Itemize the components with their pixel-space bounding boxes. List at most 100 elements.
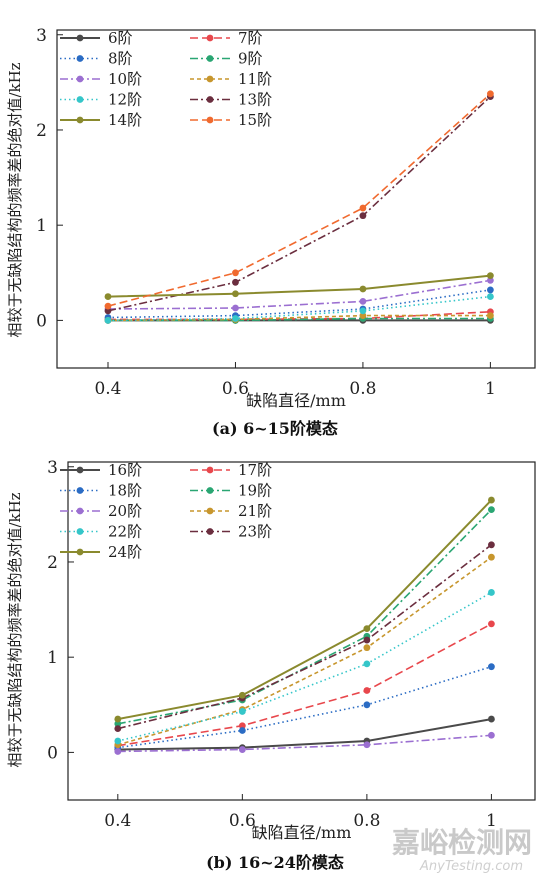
data-point (238, 746, 246, 753)
x-tick-label: 0.6 (229, 811, 256, 831)
legend-label: 24阶 (108, 543, 142, 561)
data-point (488, 715, 495, 723)
x-tick-label: 0.4 (104, 811, 131, 831)
legend-label: 12阶 (108, 91, 142, 109)
series-line (107, 289, 491, 319)
legend-marker (76, 548, 84, 556)
legend-label: 21阶 (238, 502, 272, 520)
legend-label: 16阶 (108, 461, 142, 479)
legend-label: 6阶 (108, 29, 133, 47)
data-point (486, 286, 494, 294)
data-point (359, 212, 367, 220)
y-axis-label: 相较于无缺陷结构的频率差的绝对值/kHz (6, 62, 24, 337)
y-tick-label: 0 (36, 311, 47, 331)
series-line (117, 591, 492, 742)
legend-label: 13阶 (238, 91, 272, 109)
series-line (107, 93, 491, 307)
data-point (359, 312, 367, 320)
legend-marker (76, 528, 84, 535)
x-tick-label: 1 (486, 811, 497, 831)
legend-label: 18阶 (108, 482, 142, 500)
legend-marker (76, 55, 84, 62)
y-tick-label: 3 (47, 458, 58, 478)
series-line (117, 544, 492, 730)
data-point (238, 722, 246, 730)
series-line (117, 509, 492, 725)
watermark: 嘉峪检测网 AnyTesting.com (392, 826, 532, 874)
data-point (114, 725, 122, 732)
data-point (359, 285, 367, 293)
chart-caption: (b) 16~24阶模态 (206, 853, 344, 872)
data-point (488, 541, 495, 549)
chart-b: 0 1 2 3 0.4 0.6 0.8 1 缺陷直径/mm 相较于无缺陷结构的频率差的绝对值/kH… (6, 458, 536, 872)
series-line (117, 665, 492, 749)
data-point (488, 620, 495, 628)
data-point (238, 691, 246, 699)
data-point (359, 297, 367, 305)
data-point (363, 644, 371, 652)
y-tick-label: 2 (47, 553, 58, 573)
legend-label: 20阶 (108, 502, 142, 520)
legend-label: 14阶 (108, 111, 142, 129)
series-line (117, 623, 492, 747)
legend-marker (76, 75, 84, 83)
data-point (232, 290, 239, 298)
legend-label: 17阶 (238, 461, 272, 479)
y-tick-label: 2 (36, 121, 47, 141)
plot-frame (67, 461, 536, 801)
legend-marker (76, 466, 84, 474)
y-axis-label: 相较于无缺陷结构的频率差的绝对值/kHz (6, 492, 24, 767)
legend-marker (206, 507, 214, 515)
data-point (488, 496, 495, 504)
x-axis-label: 缺陷直径/mm (246, 391, 346, 410)
data-point (486, 272, 494, 280)
legend-marker (206, 96, 214, 103)
legend-marker (206, 116, 214, 124)
y-tick-label: 1 (36, 216, 47, 236)
x-tick-label: 1 (485, 379, 496, 399)
x-tick-label: 0.6 (222, 379, 249, 399)
watermark-url: AnyTesting.com (419, 859, 523, 874)
data-point (363, 701, 371, 709)
data-point (488, 506, 495, 514)
data-point (486, 293, 494, 300)
legend-label: 11阶 (238, 70, 272, 88)
data-point (114, 748, 122, 755)
data-point (104, 302, 112, 310)
data-point (232, 315, 239, 322)
series-line (117, 499, 493, 721)
legend-label: 15阶 (238, 111, 272, 129)
legend-marker (76, 96, 84, 103)
data-point (488, 589, 495, 596)
data-point (486, 277, 494, 284)
data-point (359, 204, 367, 212)
legend-label: 10阶 (108, 70, 142, 88)
data-point (363, 625, 371, 633)
data-point (359, 307, 367, 315)
data-point (114, 715, 122, 723)
data-point (363, 660, 371, 668)
legend-marker (206, 528, 214, 535)
data-point (363, 687, 371, 694)
data-point (238, 727, 246, 734)
data-point (232, 269, 239, 277)
legend-label: 22阶 (108, 523, 142, 541)
series-line (107, 274, 491, 298)
series-line (107, 96, 491, 312)
series-line (117, 556, 492, 746)
y-tick-label: 1 (47, 648, 58, 668)
legend-marker (206, 466, 214, 474)
data-point (486, 312, 494, 320)
legend-marker (206, 75, 214, 83)
data-point (238, 708, 246, 715)
legend-marker (76, 487, 84, 494)
legend-marker (206, 487, 214, 494)
data-point (363, 741, 371, 749)
plot-frame (56, 29, 536, 369)
legend-label: 9阶 (238, 50, 263, 68)
data-point (114, 737, 122, 745)
data-point (104, 316, 112, 324)
legend-label: 7阶 (238, 29, 263, 47)
legend-marker (206, 55, 214, 62)
x-axis-label: 缺陷直径/mm (252, 823, 352, 842)
